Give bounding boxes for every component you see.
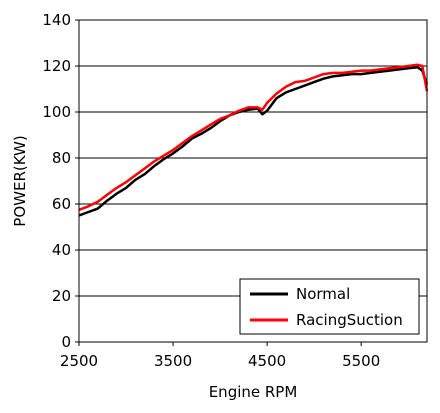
y-tick-label-0: 0	[61, 333, 71, 351]
legend-box	[239, 278, 420, 335]
series-line-racingsuction	[78, 63, 429, 211]
plot-frame	[78, 19, 428, 343]
x-tick-label-4500: 4500	[248, 352, 286, 370]
x-tick-label-5500: 5500	[342, 352, 380, 370]
y-axis-title: POWER(KW)	[11, 135, 29, 226]
legend-label-normal: Normal	[296, 285, 350, 303]
x-tick-label-2500: 2500	[60, 352, 98, 370]
series-layer	[78, 63, 429, 217]
legend: Normal RacingSuction	[239, 278, 420, 335]
y-tick-label-60: 60	[52, 195, 71, 213]
y-tick-label-80: 80	[52, 149, 71, 167]
legend-label-racingsuction: RacingSuction	[296, 311, 403, 329]
x-axis-title: Engine RPM	[209, 383, 298, 401]
y-tick-label-140: 140	[42, 11, 71, 29]
y-tick-label-120: 120	[42, 57, 71, 75]
x-tick-label-3500: 3500	[154, 352, 192, 370]
y-tick-label-40: 40	[52, 241, 71, 259]
y-tick-label-20: 20	[52, 287, 71, 305]
series-line-normal	[78, 65, 429, 217]
y-tick-label-100: 100	[42, 103, 71, 121]
gridlines	[79, 65, 427, 297]
tick-layer: 0 20 40 60 80 100 120 140 2500 3500 4500 5500	[42, 11, 380, 370]
